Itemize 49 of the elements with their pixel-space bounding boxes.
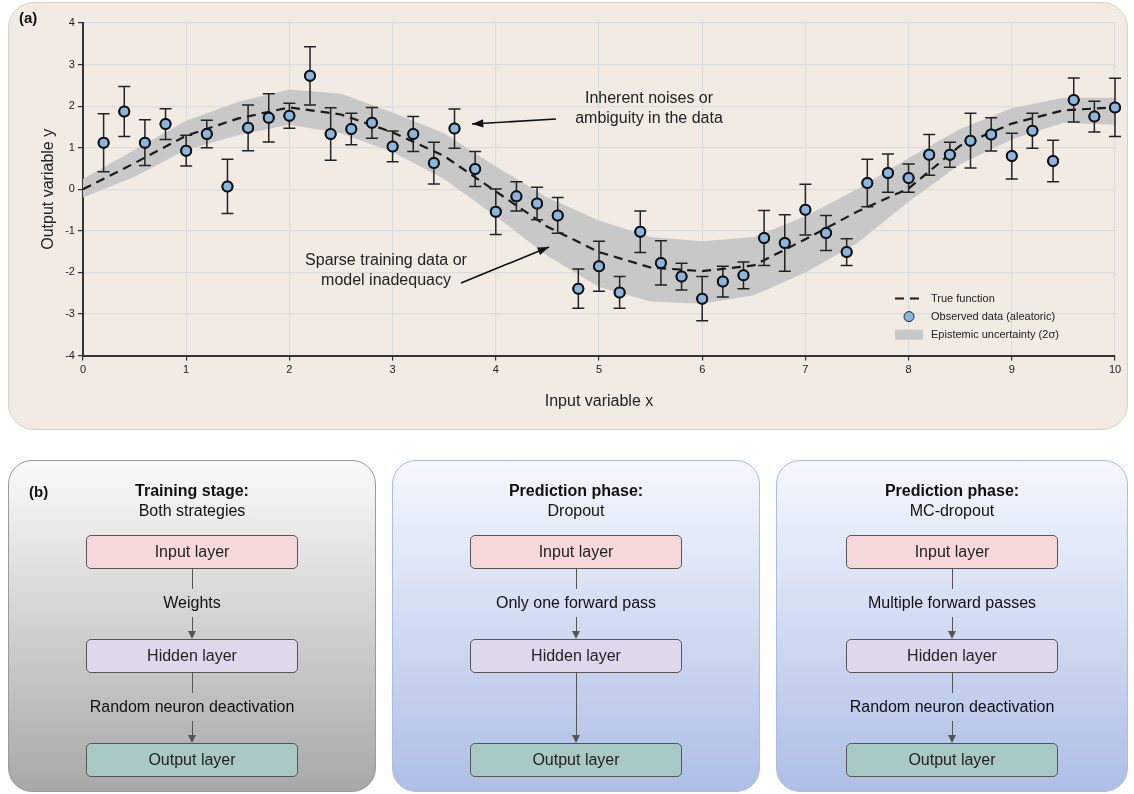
- category-label: Input layer: [846, 535, 1058, 569]
- text: Prediction phase:: [884, 481, 1020, 501]
- text: Random neuron deactivation: [848, 698, 1056, 715]
- text: Both strategies: [138, 501, 246, 521]
- x-tick-label: 8: [905, 363, 912, 376]
- text: (a): [19, 8, 38, 26]
- y-tick-label: 4: [68, 16, 75, 29]
- category-label: Input layer: [470, 535, 682, 569]
- x-tick-label: 6: [699, 363, 706, 376]
- text: Random neuron deactivation: [88, 698, 296, 715]
- x-tick-label: 9: [1008, 363, 1015, 376]
- text: (b): [29, 483, 49, 500]
- x-tick-label: 5: [595, 363, 603, 376]
- annotation: Inherent noises or ambiguity in the data: [575, 89, 723, 127]
- category-label: Hidden layer: [86, 639, 298, 673]
- y-tick-label: 3: [68, 57, 75, 70]
- x-tick-label: 10: [1108, 363, 1122, 376]
- category-label: Hidden layer: [470, 639, 682, 673]
- x-tick-label: 1: [183, 363, 190, 376]
- annotation: Sparse training data or model inadequacy: [305, 251, 468, 289]
- y-tick-label: 0: [68, 182, 75, 195]
- y-tick-label: -2: [65, 265, 75, 278]
- x-tick-label: 0: [79, 363, 87, 376]
- legend-label: True function: [931, 291, 995, 304]
- text: Only one forward pass: [494, 594, 658, 611]
- x-tick-label: 7: [802, 363, 809, 376]
- y-tick-label: -4: [65, 348, 75, 361]
- category-label: Input layer: [86, 535, 298, 569]
- x-tick-label: 3: [389, 363, 396, 376]
- y-axis-title: Output variable y: [39, 128, 57, 250]
- y-tick-label: -1: [65, 223, 75, 236]
- text: Multiple forward passes: [866, 594, 1038, 611]
- text: Training stage:: [135, 481, 249, 501]
- category-label: Output layer: [846, 743, 1058, 777]
- legend-label: Observed data (aleatoric): [931, 309, 1056, 322]
- y-tick-label: -3: [65, 307, 75, 320]
- x-axis-title: Input variable x: [544, 391, 654, 409]
- category-label: Output layer: [470, 743, 682, 777]
- text: Weights: [162, 594, 222, 611]
- x-tick-label: 2: [286, 363, 293, 376]
- y-tick-label: 1: [68, 140, 75, 153]
- y-tick-label: 2: [68, 99, 75, 112]
- category-label: Output layer: [86, 743, 298, 777]
- legend-label: Epistemic uncertainty (2σ): [931, 327, 1059, 340]
- text: Prediction phase:: [508, 481, 644, 501]
- text: Dropout: [547, 501, 605, 521]
- category-label: Hidden layer: [846, 639, 1058, 673]
- text: MC-dropout: [909, 501, 995, 521]
- x-tick-label: 4: [492, 363, 499, 376]
